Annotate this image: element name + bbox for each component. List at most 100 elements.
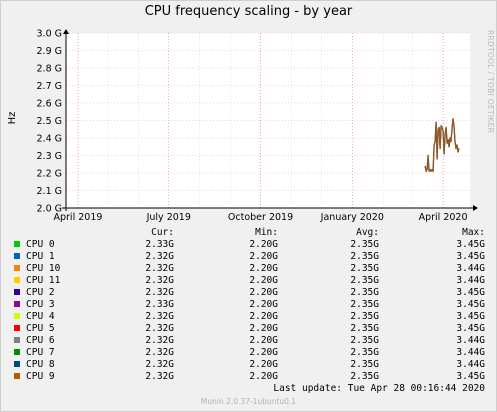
y-tick-label: 2.4 G: [37, 134, 63, 145]
legend-row: CPU 8 2.32G 2.20G 2.35G 3.44G: [0, 359, 497, 370]
legend-cur: 2.32G: [145, 275, 174, 286]
legend-name: CPU 4: [26, 311, 55, 322]
legend-name: CPU 2: [26, 287, 55, 298]
legend-row: CPU 6 2.32G 2.20G 2.35G 3.44G: [0, 335, 497, 346]
legend-swatch: [14, 349, 20, 355]
legend-name: CPU 10: [26, 263, 61, 274]
legend-min: 2.20G: [249, 347, 278, 358]
legend-cur: 2.32G: [145, 311, 174, 322]
legend-header-max: Max:: [462, 227, 485, 238]
legend-header-min: Min:: [255, 227, 278, 238]
legend-swatch: [14, 325, 20, 331]
legend-avg: 2.35G: [350, 275, 379, 286]
legend-name: CPU 5: [26, 323, 55, 334]
legend-max: 3.45G: [456, 323, 485, 334]
legend-avg: 2.35G: [350, 359, 379, 370]
legend-row: CPU 7 2.32G 2.20G 2.35G 3.44G: [0, 347, 497, 358]
legend-swatch: [14, 289, 20, 295]
x-tick-label: October 2019: [228, 212, 293, 223]
legend-cur: 2.32G: [145, 359, 174, 370]
legend-avg: 2.35G: [350, 323, 379, 334]
legend-avg: 2.35G: [350, 299, 379, 310]
y-tick-label: 2.5 G: [37, 116, 63, 127]
x-tick-label: July 2019: [146, 212, 191, 223]
legend-swatch: [14, 265, 20, 271]
legend-swatch: [14, 241, 20, 247]
legend-row: CPU 1 2.32G 2.20G 2.35G 3.45G: [0, 251, 497, 262]
legend-max: 3.45G: [456, 371, 485, 382]
legend-avg: 2.35G: [350, 239, 379, 250]
y-axis-arrow: [63, 29, 69, 34]
legend-swatch: [14, 361, 20, 367]
legend-avg: 2.35G: [350, 371, 379, 382]
legend-name: CPU 7: [26, 347, 55, 358]
y-tick-label: 2.3 G: [37, 151, 63, 162]
legend-avg: 2.35G: [350, 263, 379, 274]
legend-row: CPU 5 2.32G 2.20G 2.35G 3.45G: [0, 323, 497, 334]
legend-avg: 2.35G: [350, 251, 379, 262]
legend-max: 3.44G: [456, 359, 485, 370]
legend-min: 2.20G: [249, 371, 278, 382]
legend-row: CPU 0 2.33G 2.20G 2.35G 3.45G: [0, 239, 497, 250]
legend-avg: 2.35G: [350, 311, 379, 322]
legend-max: 3.45G: [456, 299, 485, 310]
grid-lines: [66, 32, 470, 208]
x-tick-label: April 2020: [419, 212, 468, 223]
legend-swatch: [14, 301, 20, 307]
y-tick-label: 2.9 G: [37, 46, 63, 57]
y-tick-label: 2.8 G: [37, 64, 63, 75]
legend-cur: 2.32G: [145, 287, 174, 298]
legend-cur: 2.33G: [145, 239, 174, 250]
y-tick-label: 2.0 G: [37, 204, 63, 215]
legend-max: 3.44G: [456, 263, 485, 274]
legend-cur: 2.32G: [145, 335, 174, 346]
legend-max: 3.44G: [456, 335, 485, 346]
legend-avg: 2.35G: [350, 287, 379, 298]
legend-row: CPU 2 2.32G 2.20G 2.35G 3.45G: [0, 287, 497, 298]
legend-max: 3.45G: [456, 251, 485, 262]
legend-header-avg: Avg:: [356, 227, 379, 238]
legend-max: 3.45G: [456, 311, 485, 322]
legend-row: CPU 3 2.33G 2.20G 2.35G 3.45G: [0, 299, 497, 310]
legend-name: CPU 1: [26, 251, 55, 262]
legend-max: 3.45G: [456, 287, 485, 298]
last-update: Last update: Tue Apr 28 00:16:44 2020: [273, 383, 485, 394]
legend-cur: 2.32G: [145, 323, 174, 334]
legend-avg: 2.35G: [350, 347, 379, 358]
legend-row: CPU 11 2.32G 2.20G 2.35G 3.44G: [0, 275, 497, 286]
legend-name: CPU 6: [26, 335, 55, 346]
x-axis-arrow: [473, 205, 478, 211]
legend-max: 3.45G: [456, 239, 485, 250]
legend-swatch: [14, 277, 20, 283]
y-tick-label: 2.2 G: [37, 169, 63, 180]
legend-min: 2.20G: [249, 251, 278, 262]
legend-swatch: [14, 373, 20, 379]
x-tick-labels: April 2019 July 2019 October 2019 January 2…: [54, 212, 468, 223]
legend-min: 2.20G: [249, 311, 278, 322]
y-tick-labels: 2.0 G 2.1 G 2.2 G 2.3 G 2.4 G 2.5 G 2.6 G 2.7 G…: [37, 29, 63, 215]
legend-min: 2.20G: [249, 275, 278, 286]
legend-name: CPU 11: [26, 275, 61, 286]
legend-swatch: [14, 337, 20, 343]
y-tick-label: 2.1 G: [37, 186, 63, 197]
series-lines: [424, 118, 460, 173]
legend-min: 2.20G: [249, 263, 278, 274]
legend-row: CPU 10 2.32G 2.20G 2.35G 3.44G: [0, 263, 497, 274]
rrdtool-credit: RRDTOOL / TOBI OETIKER: [486, 30, 495, 134]
legend-row: CPU 9 2.32G 2.20G 2.35G 3.45G: [0, 371, 497, 382]
legend-min: 2.20G: [249, 239, 278, 250]
legend-cur: 2.32G: [145, 263, 174, 274]
legend-min: 2.20G: [249, 335, 278, 346]
plot-area: 2.0 G 2.1 G 2.2 G 2.3 G 2.4 G 2.5 G 2.6 G 2.7 G…: [37, 29, 478, 223]
series-line: [424, 118, 460, 173]
legend-min: 2.20G: [249, 287, 278, 298]
legend-min: 2.20G: [249, 299, 278, 310]
y-tick-label: 2.6 G: [37, 99, 63, 110]
x-tick-label: April 2019: [54, 212, 103, 223]
legend-swatch: [14, 253, 20, 259]
legend-cur: 2.32G: [145, 371, 174, 382]
munin-version: Munin 2.0.37-1ubuntu0.1: [200, 397, 297, 406]
legend-min: 2.20G: [249, 323, 278, 334]
legend-header: Cur: Min: Avg: Max:: [0, 227, 497, 238]
legend-swatch: [14, 313, 20, 319]
